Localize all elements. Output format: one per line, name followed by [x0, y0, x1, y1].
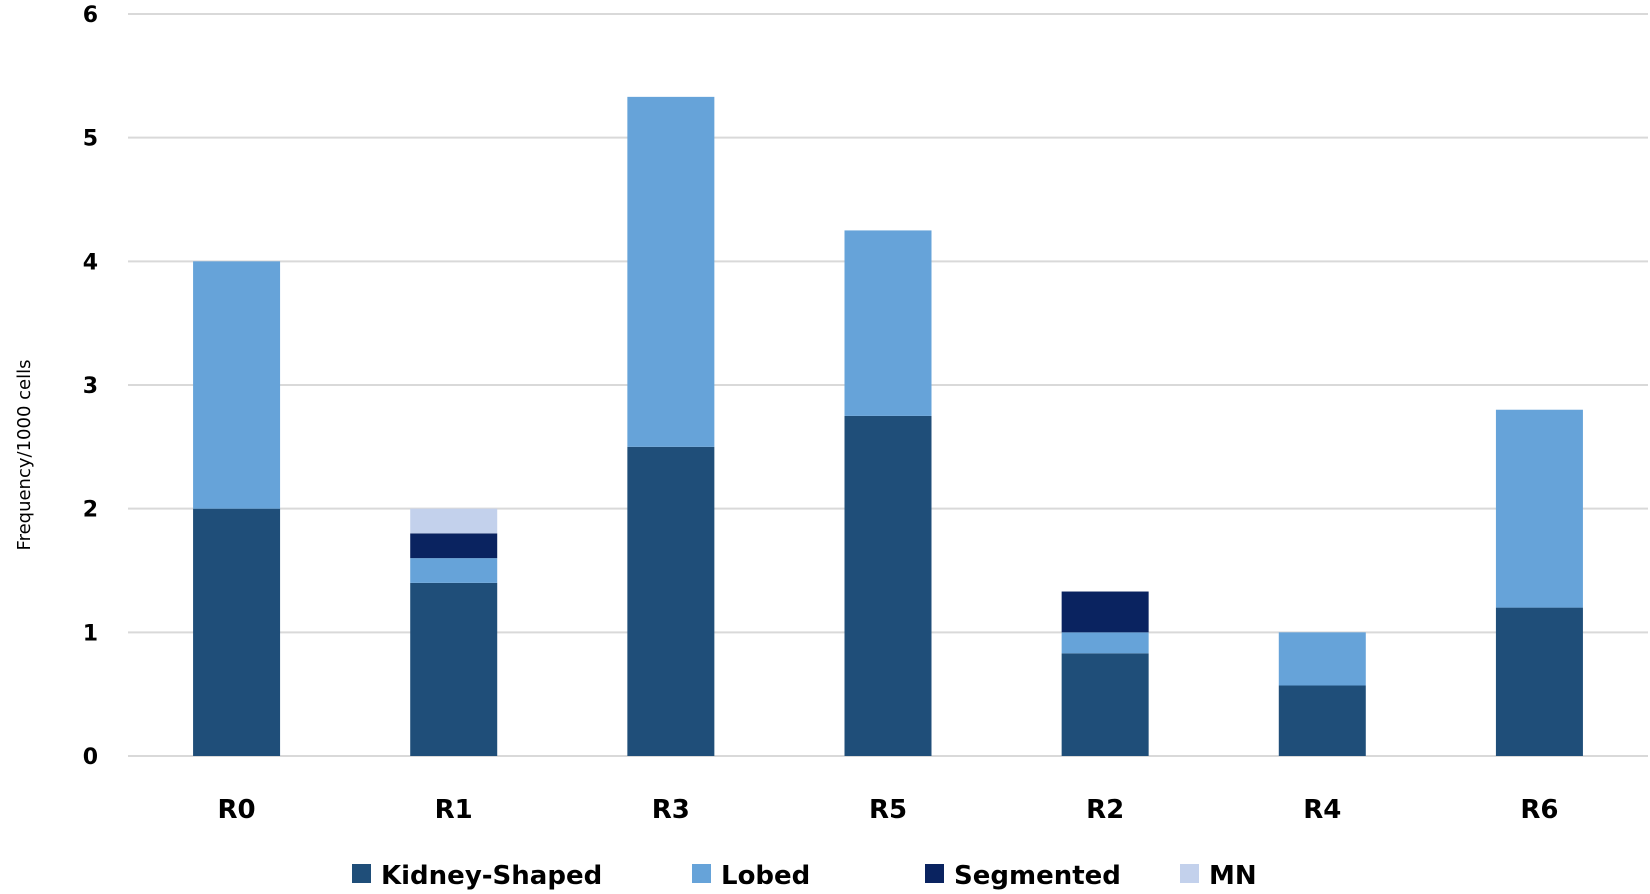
- bar-r5-kidney-shaped: [844, 415, 932, 756]
- bar-r3-lobed: [627, 96, 715, 447]
- legend-swatch: [352, 864, 371, 883]
- legend: Kidney-Shaped Lobed Segmented MN: [352, 861, 1257, 891]
- bar-r2-lobed: [1061, 632, 1149, 654]
- bar-r4-lobed: [1278, 632, 1366, 686]
- legend-label: MN: [1209, 861, 1257, 891]
- x-tick-label: R2: [1086, 795, 1124, 825]
- y-tick-label: 4: [83, 250, 98, 275]
- y-tick-label: 2: [83, 498, 98, 523]
- x-tick-label: R0: [218, 795, 256, 825]
- bar-r0-lobed: [193, 261, 281, 509]
- y-tick-label: 6: [83, 3, 98, 28]
- x-axis-tick-labels: R0 R1 R3 R5 R2 R4 R6: [218, 795, 1559, 825]
- bar-r2-segmented: [1061, 591, 1149, 633]
- x-tick-label: R5: [869, 795, 907, 825]
- legend-swatch: [925, 864, 944, 883]
- bar-r1-lobed: [410, 558, 498, 583]
- x-tick-label: R1: [435, 795, 473, 825]
- x-tick-label: R3: [652, 795, 690, 825]
- bar-r6-kidney-shaped: [1495, 607, 1583, 756]
- legend-item: Kidney-Shaped: [352, 861, 602, 891]
- bar-r3-kidney-shaped: [627, 446, 715, 756]
- bar-r6-lobed: [1495, 409, 1583, 608]
- bar-r2-kidney-shaped: [1061, 653, 1149, 756]
- x-tick-label: R4: [1303, 795, 1341, 825]
- legend-item: MN: [1180, 861, 1257, 891]
- bar-r5-lobed: [844, 230, 932, 416]
- y-axis-label: Frequency/1000 cells: [14, 360, 35, 551]
- legend-swatch: [692, 864, 711, 883]
- legend-label: Segmented: [954, 861, 1121, 891]
- bar-r0-kidney-shaped: [193, 508, 281, 756]
- bar-r1-mn: [410, 508, 498, 534]
- bars: [193, 96, 1583, 756]
- legend-item: Lobed: [692, 861, 810, 891]
- y-tick-label: 5: [83, 127, 98, 152]
- legend-swatch: [1180, 864, 1199, 883]
- bar-r1-segmented: [410, 533, 498, 559]
- y-axis-tick-labels: 0 1 2 3 4 5 6: [83, 3, 98, 770]
- y-tick-label: 0: [83, 745, 98, 770]
- legend-item: Segmented: [925, 861, 1121, 891]
- bar-r1-kidney-shaped: [410, 582, 498, 756]
- y-tick-label: 3: [83, 374, 98, 399]
- x-tick-label: R6: [1520, 795, 1558, 825]
- y-tick-label: 1: [83, 621, 98, 646]
- bar-r4-kidney-shaped: [1278, 685, 1366, 756]
- legend-label: Lobed: [721, 861, 810, 891]
- legend-label: Kidney-Shaped: [381, 861, 602, 891]
